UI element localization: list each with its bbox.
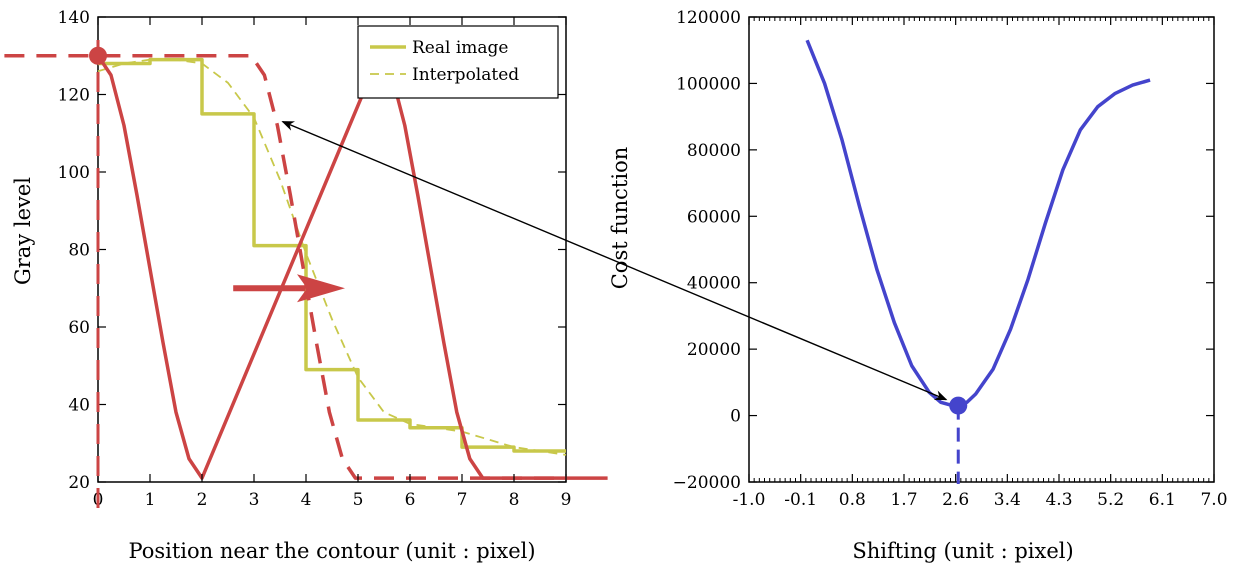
legend-label-interpolated: Interpolated	[412, 65, 519, 85]
x-tick-label: 0.8	[839, 490, 866, 510]
interpolated-line	[97, 58, 567, 456]
y-tick-label: 100	[58, 163, 90, 183]
y-axis-label: Gray level	[11, 177, 35, 285]
y-tick-label: 120	[58, 86, 90, 106]
x-tick-label: 4.3	[1045, 490, 1072, 510]
tick-group: 012345678920406080100120140	[58, 8, 572, 510]
series-group	[4, 54, 608, 480]
plot-frame	[748, 16, 1215, 483]
x-tick-label: 6	[405, 490, 416, 510]
y-tick-label: 80000	[687, 141, 741, 161]
x-tick-label: 1.7	[890, 490, 917, 510]
x-tick-label: 5	[353, 490, 364, 510]
y-tick-label: 40	[68, 396, 90, 416]
y-tick-label: 140	[58, 8, 90, 28]
y-tick-label: 20000	[687, 340, 741, 360]
legend: Real image Interpolated	[357, 25, 559, 99]
y-tick-label: −20000	[673, 473, 741, 493]
series-group	[805, 39, 1151, 408]
x-tick-label: 9	[561, 490, 572, 510]
real-image-line	[98, 57, 566, 453]
x-tick-label: 7.0	[1200, 490, 1227, 510]
x-tick-label: 2	[197, 490, 208, 510]
x-tick-label: 6.1	[1149, 490, 1176, 510]
x-tick-label: -0.1	[784, 490, 817, 510]
x-axis-label: Position near the contour (unit : pixel)	[128, 539, 535, 563]
gray-level-chart: 012345678920406080100120140 Real image I…	[4, 8, 608, 563]
y-tick-label: 100000	[676, 74, 741, 94]
y-tick-label: 40000	[687, 274, 741, 294]
x-axis-label: Shifting (unit : pixel)	[852, 539, 1073, 563]
cost-line	[805, 39, 1151, 408]
x-tick-label: 8	[509, 490, 520, 510]
y-tick-label: 80	[68, 241, 90, 261]
legend-label-real-image: Real image	[412, 38, 508, 58]
y-tick-label: 60	[68, 318, 90, 338]
cost-function-chart: -1.0 -0.1 0.8 1.7 2.6 3.4 4.3 5.2 6.1 7.0 −20000 0 2…	[608, 8, 1228, 563]
x-tick-label: 5.2	[1097, 490, 1124, 510]
legend-box	[357, 25, 559, 99]
y-tick-label: 20	[68, 473, 90, 493]
link-arrow	[281, 120, 948, 401]
x-tick-label: 4	[301, 490, 312, 510]
x-tick-label: 2.6	[942, 490, 969, 510]
y-tick-label: 120000	[676, 8, 741, 28]
x-tick-label: 3.4	[994, 490, 1021, 510]
x-tick-label: 3	[249, 490, 260, 510]
x-tick-label: 7	[457, 490, 468, 510]
y-tick-label: 0	[730, 407, 741, 427]
x-tick-label: 1	[145, 490, 156, 510]
annotation-overlay	[89, 40, 968, 520]
y-tick-label: 60000	[687, 207, 741, 227]
red-dashed-thick-line	[4, 54, 566, 480]
y-axis-label: Cost function	[608, 147, 632, 290]
x-tick-label: -1.0	[733, 490, 766, 510]
red-solid-thick-line	[96, 54, 608, 480]
